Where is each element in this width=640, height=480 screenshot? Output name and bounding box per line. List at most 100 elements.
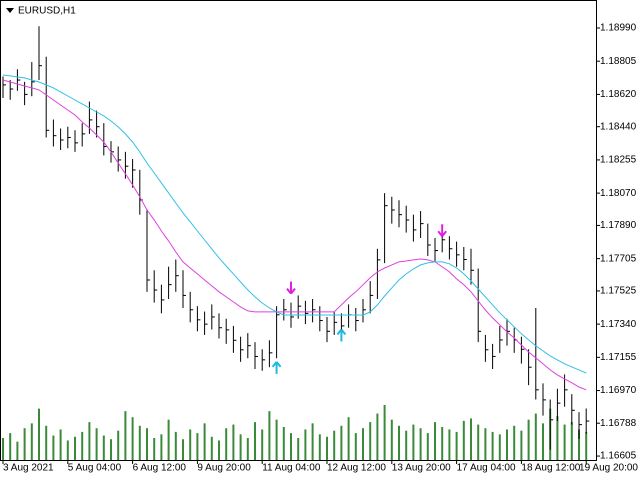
volume-bar bbox=[261, 429, 264, 460]
y-tick-label: 1.16605 bbox=[600, 451, 637, 462]
signal-arrow bbox=[286, 281, 296, 295]
y-tick-label: 1.17705 bbox=[600, 253, 637, 264]
chart-title: EURUSD,H1 bbox=[18, 6, 76, 17]
volume-bar bbox=[9, 433, 12, 460]
y-tick-label: 1.16788 bbox=[600, 418, 637, 429]
volume-bar bbox=[491, 431, 494, 460]
volume-bar bbox=[534, 413, 537, 460]
volume-bar bbox=[390, 419, 393, 460]
plot-frame bbox=[0, 0, 597, 461]
volume-bar bbox=[376, 413, 379, 460]
x-tick-label: 3 Aug 2021 bbox=[3, 463, 54, 474]
volume-bar bbox=[369, 422, 372, 460]
y-tick-label: 1.17890 bbox=[600, 220, 637, 231]
volume-bar bbox=[30, 423, 33, 460]
volume-bar bbox=[520, 430, 523, 460]
volume-bar bbox=[412, 424, 415, 460]
volume-bar bbox=[542, 423, 544, 460]
volume-bar bbox=[2, 438, 4, 460]
volume-bar bbox=[210, 436, 213, 460]
volume-bar bbox=[333, 430, 336, 460]
signal-arrow bbox=[336, 328, 347, 342]
y-tick-label: 1.18255 bbox=[600, 155, 637, 166]
volume-bar bbox=[196, 433, 199, 460]
volume-bar bbox=[290, 433, 292, 460]
x-tick-label: 18 Aug 12:00 bbox=[521, 463, 580, 474]
volume-bar bbox=[189, 429, 192, 460]
signal-arrow bbox=[437, 224, 447, 237]
volume-bar bbox=[218, 440, 220, 460]
volume-bar bbox=[304, 429, 307, 460]
volume-bar bbox=[585, 431, 588, 460]
y-tick-label: 1.17525 bbox=[600, 286, 637, 297]
symbol-menu-icon[interactable] bbox=[6, 8, 14, 13]
volume-bar bbox=[167, 419, 170, 460]
volume-bar bbox=[131, 417, 134, 460]
volume-bar bbox=[95, 428, 98, 460]
volume-bar bbox=[506, 429, 508, 460]
volume-bar bbox=[434, 422, 436, 460]
volume-bar bbox=[74, 436, 76, 460]
volume-bar bbox=[268, 411, 271, 460]
x-tick-label: 12 Aug 12:00 bbox=[327, 463, 386, 474]
volume-bar bbox=[498, 434, 501, 460]
volume-bar bbox=[570, 422, 573, 460]
volume-bar bbox=[426, 433, 429, 460]
volume-bar bbox=[326, 436, 328, 460]
x-tick-label: 19 Aug 20:00 bbox=[579, 463, 638, 474]
volume-bar bbox=[362, 428, 364, 460]
volume-bar bbox=[239, 434, 242, 460]
volume-bar bbox=[477, 424, 480, 460]
x-tick-label: 9 Aug 20:00 bbox=[197, 463, 251, 474]
volume-bar bbox=[448, 429, 451, 460]
volume-bar bbox=[16, 441, 19, 460]
volume-bar bbox=[153, 438, 156, 460]
volume-bar bbox=[102, 435, 105, 460]
volume-bar bbox=[59, 429, 62, 460]
volume-bar bbox=[52, 435, 55, 460]
volume-bar bbox=[66, 440, 69, 460]
y-tick-label: 1.18990 bbox=[600, 23, 637, 34]
x-tick-label: 13 Aug 20:00 bbox=[392, 463, 451, 474]
volume-bar bbox=[45, 425, 48, 460]
volume-bar bbox=[441, 427, 444, 460]
volume-bar bbox=[275, 419, 278, 460]
volume-bar bbox=[556, 416, 559, 460]
volume-bar bbox=[146, 428, 148, 460]
volume-bar bbox=[88, 422, 91, 460]
volume-bar bbox=[182, 439, 184, 460]
volume-bar bbox=[254, 422, 256, 460]
volume-bar bbox=[38, 408, 40, 460]
volume-bar bbox=[297, 438, 300, 460]
volume-bar bbox=[232, 424, 235, 460]
volume-bar bbox=[383, 405, 386, 460]
volume-bar bbox=[347, 417, 350, 460]
volume-bar bbox=[110, 439, 112, 460]
volume-bar bbox=[282, 427, 285, 460]
y-tick-label: 1.18620 bbox=[600, 89, 637, 100]
signal-arrow bbox=[271, 361, 282, 374]
volume-bar bbox=[455, 431, 458, 460]
volume-bar bbox=[470, 418, 472, 460]
volume-bar bbox=[340, 425, 343, 460]
volume-bar bbox=[124, 411, 127, 460]
volume-bar bbox=[203, 423, 206, 460]
y-tick-label: 1.18070 bbox=[600, 188, 637, 199]
volume-bar bbox=[354, 433, 357, 460]
volume-bar bbox=[246, 438, 249, 460]
y-tick-label: 1.18805 bbox=[600, 56, 637, 67]
volume-bar bbox=[23, 428, 26, 460]
volume-bar bbox=[398, 425, 400, 460]
volume-bar bbox=[225, 428, 228, 460]
y-tick-label: 1.17155 bbox=[600, 352, 637, 363]
volume-bar bbox=[462, 420, 465, 460]
volume-bar bbox=[138, 425, 141, 460]
x-tick-label: 17 Aug 04:00 bbox=[457, 463, 516, 474]
volume-bar bbox=[578, 429, 580, 460]
moving-average-line bbox=[2, 74, 587, 374]
volume-bar bbox=[174, 431, 177, 460]
x-tick-label: 11 Aug 04:00 bbox=[262, 463, 321, 474]
volume-bar bbox=[160, 434, 163, 460]
volume-bar bbox=[81, 431, 84, 460]
